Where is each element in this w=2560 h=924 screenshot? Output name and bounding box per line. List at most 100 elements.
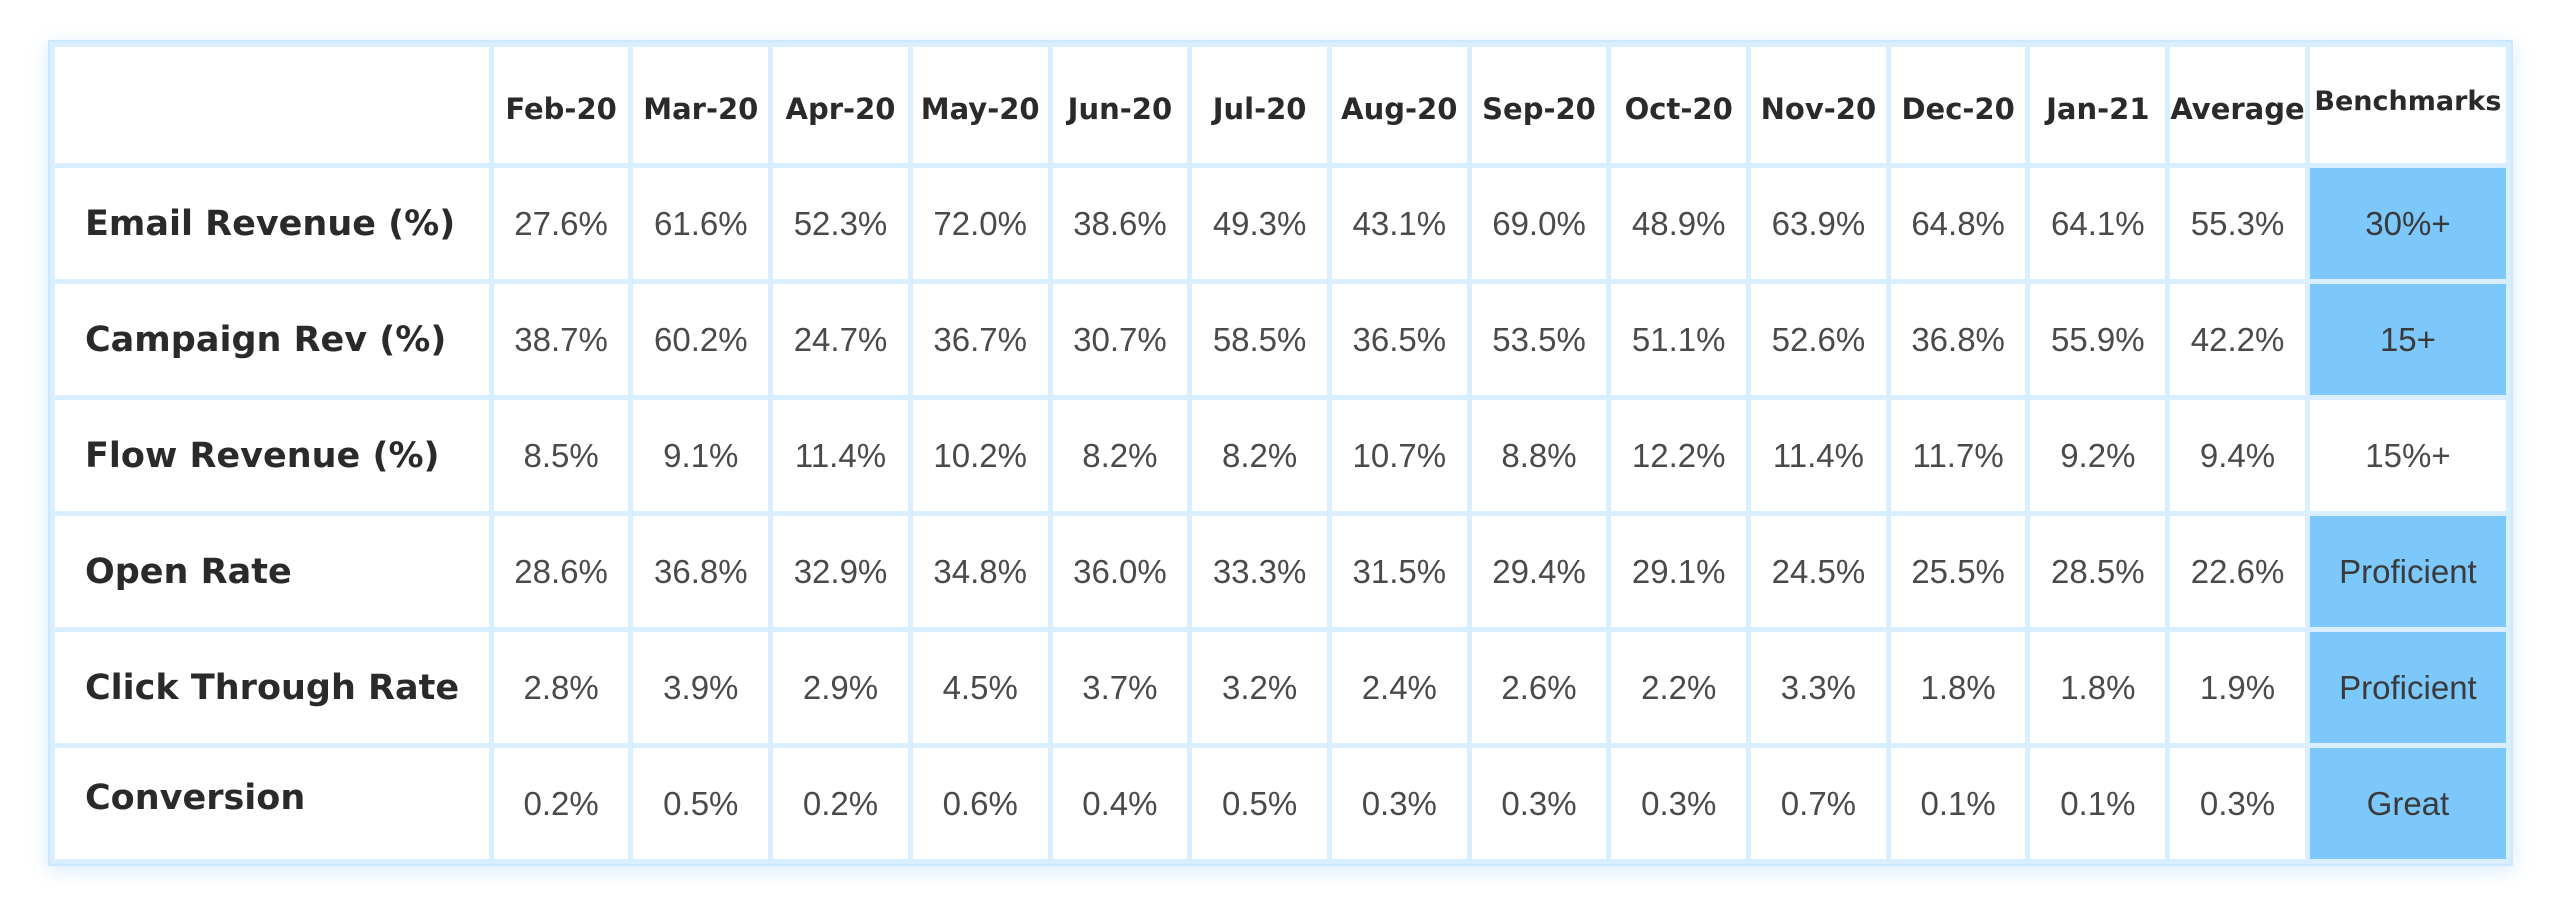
value-cell: 0.5%	[633, 748, 769, 859]
row-label: Flow Revenue (%)	[55, 400, 489, 511]
value-cell: 0.4%	[1052, 748, 1188, 859]
value-cell: 0.6%	[912, 748, 1048, 859]
column-header: Apr-20	[773, 47, 908, 163]
value-cell: 69.0%	[1471, 168, 1607, 279]
value-cell: 11.4%	[1751, 400, 1886, 511]
average-cell: 55.3%	[2170, 168, 2305, 279]
value-cell: 9.1%	[633, 400, 769, 511]
column-header: Jan-21	[2030, 47, 2166, 163]
table-row: Email Revenue (%) 27.6% 61.6% 52.3% 72.0% 38.…	[55, 168, 2506, 279]
value-cell: 9.2%	[2030, 400, 2166, 511]
value-cell: 38.7%	[493, 284, 629, 395]
table-row: Click Through Rate 2.8% 3.9% 2.9% 4.5% 3.7% 3.…	[55, 632, 2506, 743]
value-cell: 63.9%	[1751, 168, 1886, 279]
average-cell: 9.4%	[2170, 400, 2305, 511]
value-cell: 0.7%	[1751, 748, 1886, 859]
column-header: Oct-20	[1611, 47, 1747, 163]
value-cell: 3.7%	[1052, 632, 1188, 743]
value-cell: 43.1%	[1331, 168, 1467, 279]
value-cell: 32.9%	[773, 516, 908, 627]
value-cell: 4.5%	[912, 632, 1048, 743]
value-cell: 52.3%	[773, 168, 908, 279]
table-body: Email Revenue (%) 27.6% 61.6% 52.3% 72.0% 38.…	[55, 168, 2506, 859]
value-cell: 33.3%	[1192, 516, 1327, 627]
value-cell: 0.1%	[1890, 748, 2026, 859]
row-label: Email Revenue (%)	[55, 168, 489, 279]
benchmark-cell: 15+	[2309, 284, 2506, 395]
column-header: Nov-20	[1751, 47, 1886, 163]
column-header: Aug-20	[1331, 47, 1467, 163]
value-cell: 36.5%	[1331, 284, 1467, 395]
value-cell: 64.8%	[1890, 168, 2026, 279]
value-cell: 30.7%	[1052, 284, 1188, 395]
value-cell: 1.8%	[1890, 632, 2026, 743]
value-cell: 0.5%	[1192, 748, 1327, 859]
metrics-table-container: Feb-20 Mar-20 Apr-20 May-20 Jun-20 Jul-2…	[48, 40, 2513, 866]
average-cell: 22.6%	[2170, 516, 2305, 627]
value-cell: 0.3%	[1331, 748, 1467, 859]
value-cell: 61.6%	[633, 168, 769, 279]
value-cell: 36.0%	[1052, 516, 1188, 627]
value-cell: 11.4%	[773, 400, 908, 511]
value-cell: 55.9%	[2030, 284, 2166, 395]
metrics-table: Feb-20 Mar-20 Apr-20 May-20 Jun-20 Jul-2…	[50, 42, 2511, 864]
benchmark-cell: Great	[2309, 748, 2506, 859]
value-cell: 49.3%	[1192, 168, 1327, 279]
row-label: Open Rate	[55, 516, 489, 627]
column-header: May-20	[912, 47, 1048, 163]
value-cell: 0.1%	[2030, 748, 2166, 859]
value-cell: 8.5%	[493, 400, 629, 511]
value-cell: 24.5%	[1751, 516, 1886, 627]
average-cell: 1.9%	[2170, 632, 2305, 743]
value-cell: 0.3%	[1611, 748, 1747, 859]
value-cell: 8.2%	[1052, 400, 1188, 511]
value-cell: 38.6%	[1052, 168, 1188, 279]
value-cell: 24.7%	[773, 284, 908, 395]
table-row: Open Rate 28.6% 36.8% 32.9% 34.8% 36.0% 33.3% 3…	[55, 516, 2506, 627]
value-cell: 1.8%	[2030, 632, 2166, 743]
value-cell: 53.5%	[1471, 284, 1607, 395]
value-cell: 2.2%	[1611, 632, 1747, 743]
average-cell: 42.2%	[2170, 284, 2305, 395]
header-row: Feb-20 Mar-20 Apr-20 May-20 Jun-20 Jul-2…	[55, 47, 2506, 163]
column-header: Jul-20	[1192, 47, 1327, 163]
column-header: Dec-20	[1890, 47, 2026, 163]
value-cell: 31.5%	[1331, 516, 1467, 627]
value-cell: 72.0%	[912, 168, 1048, 279]
value-cell: 0.2%	[493, 748, 629, 859]
value-cell: 48.9%	[1611, 168, 1747, 279]
value-cell: 34.8%	[912, 516, 1048, 627]
value-cell: 12.2%	[1611, 400, 1747, 511]
value-cell: 3.3%	[1751, 632, 1886, 743]
benchmark-cell: 15%+	[2309, 400, 2506, 511]
value-cell: 3.2%	[1192, 632, 1327, 743]
table-row: Flow Revenue (%) 8.5% 9.1% 11.4% 10.2% 8.2% 8.…	[55, 400, 2506, 511]
average-cell: 0.3%	[2170, 748, 2305, 859]
benchmark-cell: Proficient	[2309, 516, 2506, 627]
column-header-benchmarks: Benchmarks	[2309, 47, 2506, 163]
row-label: Campaign Rev (%)	[55, 284, 489, 395]
value-cell: 29.4%	[1471, 516, 1607, 627]
value-cell: 52.6%	[1751, 284, 1886, 395]
corner-cell	[55, 47, 489, 163]
value-cell: 2.8%	[493, 632, 629, 743]
value-cell: 8.8%	[1471, 400, 1607, 511]
column-header: Mar-20	[633, 47, 769, 163]
column-header: Jun-20	[1052, 47, 1188, 163]
table-row: Campaign Rev (%) 38.7% 60.2% 24.7% 36.7% 30.7…	[55, 284, 2506, 395]
value-cell: 36.8%	[633, 516, 769, 627]
value-cell: 60.2%	[633, 284, 769, 395]
table-row: Conversion 0.2% 0.5% 0.2% 0.6% 0.4% 0.5% 0.3% 0.…	[55, 748, 2506, 859]
column-header-average: Average	[2170, 47, 2305, 163]
column-header: Feb-20	[493, 47, 629, 163]
value-cell: 28.6%	[493, 516, 629, 627]
value-cell: 36.8%	[1890, 284, 2026, 395]
value-cell: 8.2%	[1192, 400, 1327, 511]
benchmark-cell: 30%+	[2309, 168, 2506, 279]
column-header: Sep-20	[1471, 47, 1607, 163]
value-cell: 29.1%	[1611, 516, 1747, 627]
value-cell: 0.2%	[773, 748, 908, 859]
value-cell: 11.7%	[1890, 400, 2026, 511]
value-cell: 58.5%	[1192, 284, 1327, 395]
value-cell: 28.5%	[2030, 516, 2166, 627]
